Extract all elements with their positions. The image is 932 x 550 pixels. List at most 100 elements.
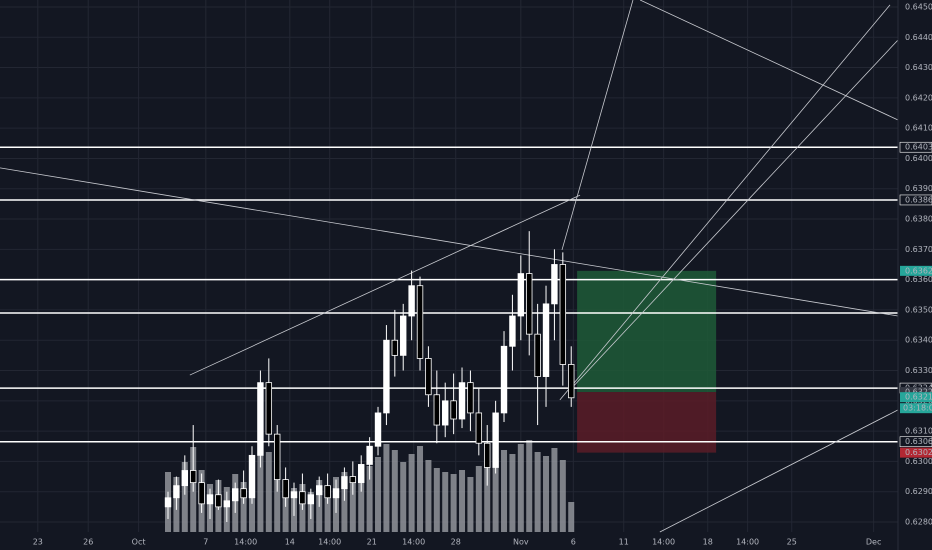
x-tick-label: 25 [787,538,797,547]
countdown-label: 03:18:02 [903,404,932,413]
level-label: 0.64037 [905,143,932,152]
volume-bar [417,446,424,532]
x-tick-label: 18 [703,538,713,547]
candle-body [433,394,441,426]
candle-body [416,285,424,359]
volume-bar [240,482,247,532]
x-tick-label: 14:00 [402,538,425,547]
candle-body [349,476,357,484]
candle-body [358,464,365,484]
candle-body [223,500,231,508]
x-tick-label: 14:00 [318,538,341,547]
candle-body [534,333,541,377]
candle-body [442,400,449,426]
candle-body [181,470,189,487]
candle-body [366,445,373,465]
level-tag [899,436,932,448]
x-tick-label: 21 [367,538,377,547]
x-tick-label: 23 [33,538,43,547]
candle-body [307,494,315,505]
volume-bar [517,444,524,532]
x-tick-label: 14:00 [234,538,257,547]
x-tick-label: Dec [866,538,881,547]
candle-body [274,433,281,480]
volume-bar [484,462,491,532]
candle-body [173,485,180,499]
candle-body [316,485,323,496]
trend-line [659,409,899,533]
volume-bar [324,486,331,532]
x-tick-label: 14:00 [736,538,759,547]
volume-bar [341,472,348,532]
trend-line [569,39,899,391]
candle-body [467,382,474,414]
candle-body [198,482,205,505]
volume-bar [492,458,499,532]
candle-body [408,285,415,317]
candle-body [551,264,558,305]
x-tick-label: 6 [571,538,576,547]
candle-body [542,303,550,377]
trend-line [559,4,891,401]
volume-bar [400,462,407,532]
trend-line [639,0,899,121]
level-tag [899,194,932,206]
candle-body [400,315,407,356]
level-label: 0.63065 [905,437,932,446]
candle-body [240,488,247,499]
y-tick-label: 0.64500 [905,2,932,11]
volume-bar [265,452,272,532]
candle-body [500,345,508,414]
candle-body [190,470,197,484]
candle-body [206,494,214,505]
candle-body [450,400,457,420]
volume-bar [450,474,457,532]
level-label: 0.63863 [905,195,932,204]
candle-body [341,476,348,490]
candle-body [164,497,172,508]
volume-bar [391,450,398,532]
candle-body [526,273,533,335]
candle-body [232,488,239,502]
volume-bar [181,462,188,532]
volume-bar [526,440,533,532]
candle-body [458,382,466,420]
candle-body [257,382,264,456]
volume-bar [375,457,382,532]
price-tag [900,447,932,458]
x-tick-label: 26 [83,538,93,547]
volume-bar [559,460,566,532]
x-tick-label: Nov [513,538,529,547]
price-tag [900,265,932,276]
x-tick-label: 14:00 [652,538,675,547]
trend-line [0,167,899,317]
price-tag-label: 0.63229 [905,388,932,397]
countdown-tag [900,403,932,414]
price-tag-label: 0.63212 [905,393,932,402]
volume-bar [408,454,415,532]
candle-body [215,494,222,508]
trend-line [561,0,634,251]
candle-body [299,491,306,505]
candle-body [559,264,567,365]
candle-body [391,339,399,356]
candle-body [332,488,340,499]
candle-body [568,364,575,399]
volume-bar [383,444,390,532]
volume-bar [274,467,281,532]
volume-bar [433,468,440,532]
